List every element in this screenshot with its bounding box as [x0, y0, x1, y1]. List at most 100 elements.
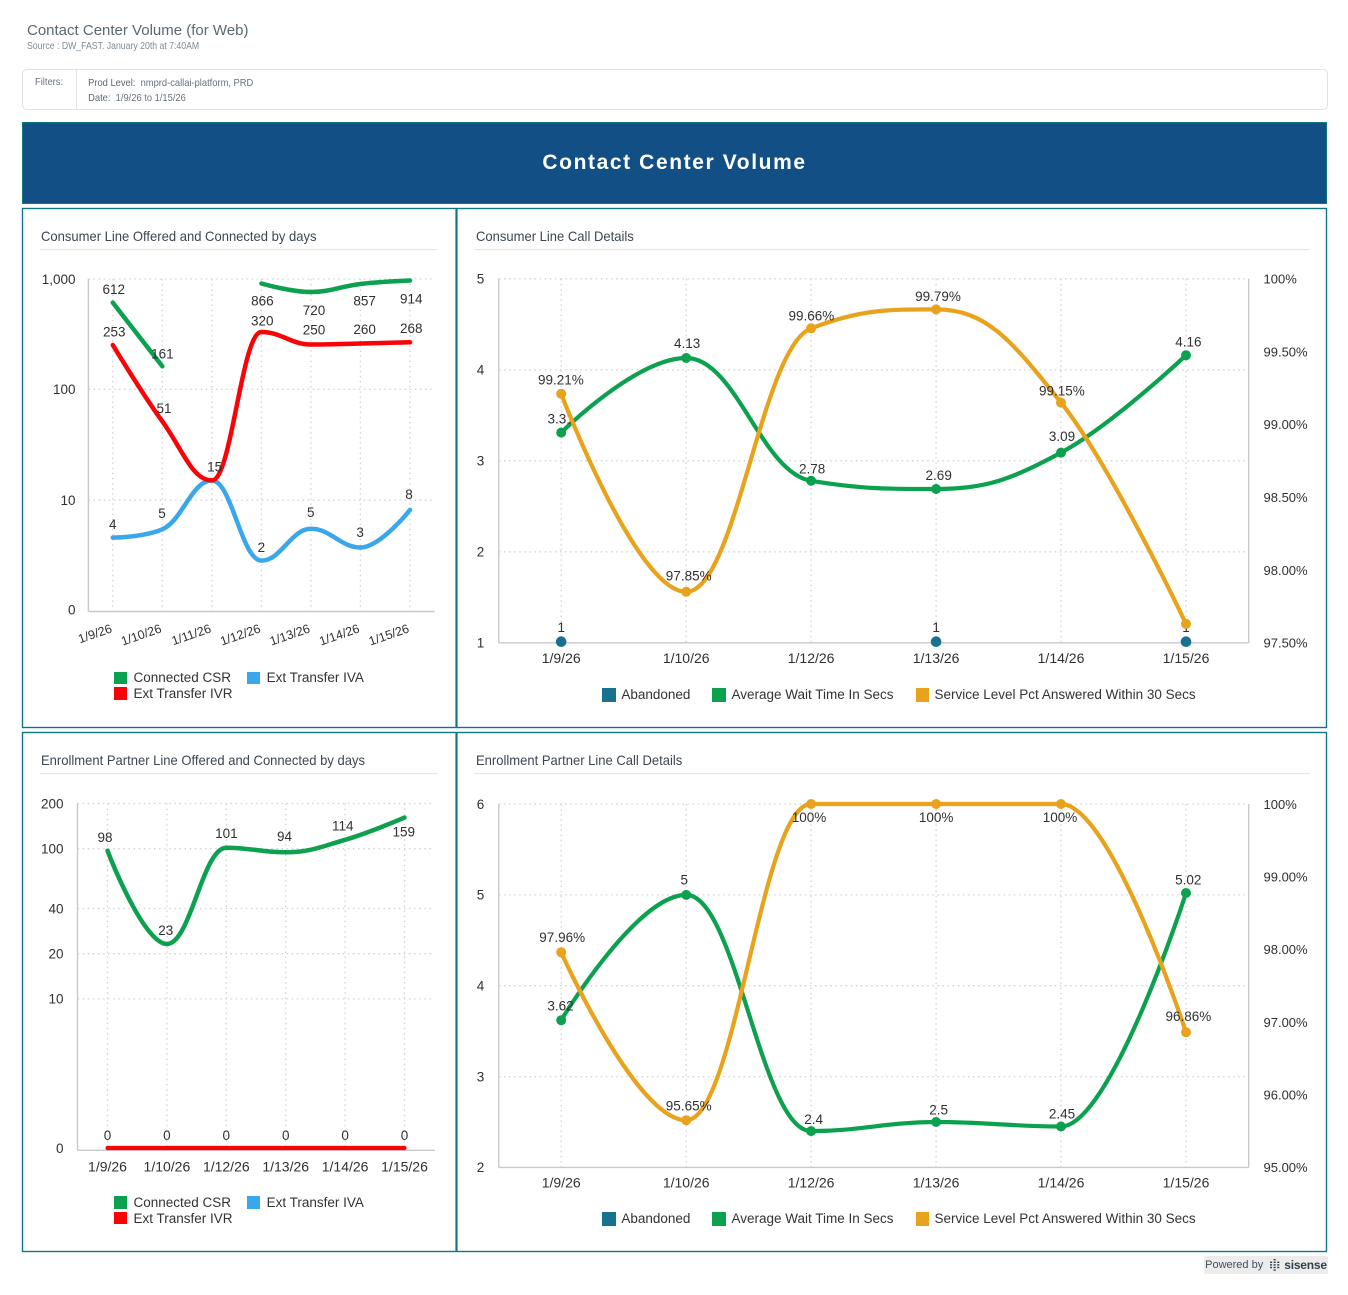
svg-text:1,000: 1,000 [42, 272, 76, 287]
svg-text:10: 10 [60, 493, 75, 508]
svg-text:99.50%: 99.50% [1264, 344, 1309, 359]
svg-text:2.69: 2.69 [926, 468, 952, 483]
svg-text:10: 10 [48, 992, 63, 1007]
svg-text:5: 5 [158, 506, 166, 521]
svg-text:96.86%: 96.86% [1166, 1009, 1212, 1024]
svg-text:100: 100 [53, 382, 76, 397]
svg-text:23: 23 [158, 923, 173, 938]
svg-text:1/14/26: 1/14/26 [1038, 1175, 1085, 1191]
svg-text:99.79%: 99.79% [915, 289, 961, 304]
svg-text:2.45: 2.45 [1049, 1107, 1075, 1122]
svg-text:95.65%: 95.65% [666, 1099, 712, 1114]
svg-text:2.4: 2.4 [804, 1112, 823, 1127]
svg-text:1/13/26: 1/13/26 [268, 622, 312, 649]
svg-text:95.00%: 95.00% [1264, 1160, 1309, 1175]
svg-text:99.00%: 99.00% [1264, 417, 1309, 432]
svg-text:200: 200 [41, 796, 64, 811]
svg-text:6: 6 [477, 797, 485, 812]
svg-text:99.00%: 99.00% [1264, 870, 1309, 885]
svg-text:8: 8 [405, 487, 413, 502]
svg-text:1/12/26: 1/12/26 [788, 650, 835, 666]
svg-text:100%: 100% [1264, 272, 1298, 287]
svg-text:1/11/26: 1/11/26 [170, 622, 213, 649]
svg-text:97.00%: 97.00% [1264, 1015, 1309, 1030]
svg-text:253: 253 [103, 325, 126, 340]
svg-text:96.00%: 96.00% [1264, 1088, 1309, 1103]
svg-text:40: 40 [48, 901, 63, 916]
svg-text:3: 3 [356, 525, 364, 540]
svg-text:857: 857 [353, 294, 376, 309]
svg-text:51: 51 [156, 401, 171, 416]
svg-text:3: 3 [477, 1069, 485, 1084]
svg-text:1/12/26: 1/12/26 [218, 622, 262, 649]
svg-text:114: 114 [332, 818, 354, 833]
svg-text:1/9/26: 1/9/26 [542, 1175, 581, 1191]
svg-text:1: 1 [557, 620, 565, 635]
svg-text:4.13: 4.13 [674, 336, 700, 351]
svg-text:99.21%: 99.21% [538, 373, 584, 388]
svg-text:1/13/26: 1/13/26 [913, 1175, 960, 1191]
svg-text:1/12/26: 1/12/26 [788, 1175, 835, 1191]
svg-text:260: 260 [353, 322, 376, 337]
svg-text:2: 2 [477, 1160, 485, 1175]
svg-text:1/10/26: 1/10/26 [119, 622, 163, 649]
svg-text:100%: 100% [1043, 810, 1078, 825]
svg-text:5.02: 5.02 [1175, 873, 1201, 888]
svg-text:1/10/26: 1/10/26 [663, 650, 710, 666]
svg-text:159: 159 [393, 825, 416, 840]
svg-text:3: 3 [477, 454, 485, 469]
svg-text:101: 101 [215, 826, 238, 841]
svg-text:0: 0 [223, 1128, 231, 1143]
svg-text:4: 4 [477, 979, 485, 994]
svg-text:1/15/26: 1/15/26 [367, 622, 411, 649]
svg-text:3.62: 3.62 [547, 999, 573, 1014]
svg-text:1/15/26: 1/15/26 [1163, 1175, 1210, 1191]
svg-text:1/9/26: 1/9/26 [76, 622, 113, 647]
svg-text:5: 5 [307, 505, 315, 520]
svg-text:1/12/26: 1/12/26 [203, 1159, 250, 1175]
svg-text:612: 612 [103, 282, 126, 297]
svg-text:320: 320 [251, 313, 274, 328]
svg-text:1: 1 [477, 636, 485, 651]
svg-text:0: 0 [282, 1128, 290, 1143]
svg-text:100%: 100% [792, 810, 827, 825]
svg-text:4.16: 4.16 [1175, 335, 1201, 350]
svg-text:1/9/26: 1/9/26 [88, 1159, 127, 1175]
svg-text:161: 161 [151, 346, 174, 361]
svg-text:2: 2 [477, 545, 485, 560]
svg-text:97.96%: 97.96% [539, 930, 585, 945]
svg-text:98.50%: 98.50% [1264, 490, 1309, 505]
svg-text:914: 914 [400, 292, 423, 307]
svg-text:720: 720 [303, 303, 326, 318]
svg-text:97.85%: 97.85% [666, 568, 712, 583]
svg-text:1/10/26: 1/10/26 [663, 1175, 710, 1191]
svg-text:1: 1 [932, 620, 940, 635]
svg-text:99.66%: 99.66% [789, 309, 835, 324]
svg-text:1/15/26: 1/15/26 [381, 1159, 428, 1175]
svg-text:0: 0 [163, 1128, 171, 1143]
svg-text:15: 15 [207, 459, 222, 474]
svg-text:1/14/26: 1/14/26 [1038, 650, 1085, 666]
svg-text:100%: 100% [1264, 797, 1298, 812]
svg-text:2.5: 2.5 [929, 1103, 948, 1118]
svg-text:1/14/26: 1/14/26 [317, 622, 361, 649]
svg-text:2: 2 [258, 540, 266, 555]
svg-text:2.78: 2.78 [799, 461, 825, 476]
svg-text:250: 250 [303, 323, 326, 338]
svg-text:0: 0 [68, 602, 76, 617]
svg-text:4: 4 [477, 363, 485, 378]
svg-text:4: 4 [109, 517, 117, 532]
svg-text:3.31: 3.31 [548, 411, 574, 426]
svg-text:98.00%: 98.00% [1264, 942, 1309, 957]
svg-text:0: 0 [56, 1141, 64, 1156]
svg-text:0: 0 [341, 1128, 349, 1143]
svg-text:20: 20 [48, 947, 63, 962]
svg-text:94: 94 [277, 829, 293, 844]
svg-text:98: 98 [97, 830, 112, 845]
svg-text:98.00%: 98.00% [1264, 563, 1309, 578]
svg-text:5: 5 [477, 272, 485, 287]
svg-text:268: 268 [400, 321, 423, 336]
svg-text:5: 5 [477, 888, 485, 903]
svg-text:100%: 100% [919, 810, 954, 825]
svg-text:0: 0 [401, 1128, 409, 1143]
